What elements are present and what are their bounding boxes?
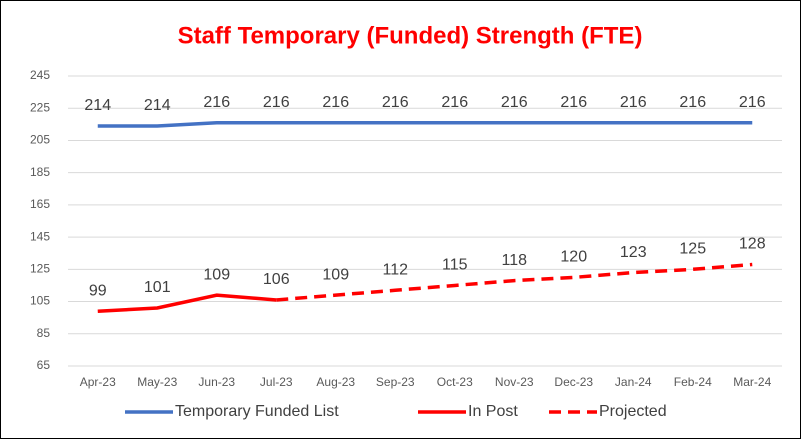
data-label: 101 <box>144 279 171 296</box>
x-tick-label: Feb-24 <box>674 375 712 389</box>
data-label: 216 <box>501 94 528 111</box>
data-label: 216 <box>679 94 706 111</box>
y-tick-label: 165 <box>30 197 50 211</box>
y-tick-label: 85 <box>37 326 51 340</box>
data-label: 216 <box>560 94 587 111</box>
x-tick-label: Jun-23 <box>198 375 235 389</box>
data-label: 109 <box>322 266 349 283</box>
data-label: 112 <box>382 261 408 278</box>
data-label: 120 <box>560 249 587 266</box>
data-label: 216 <box>382 94 409 111</box>
data-label: 214 <box>144 97 171 114</box>
y-tick-label: 105 <box>30 294 50 308</box>
y-tick-label: 205 <box>30 133 50 147</box>
x-tick-label: Nov-23 <box>495 375 534 389</box>
y-tick-label: 245 <box>30 68 50 82</box>
x-tick-label: Mar-24 <box>733 375 771 389</box>
y-tick-label: 145 <box>30 229 50 243</box>
y-tick-label: 65 <box>37 358 51 372</box>
x-tick-label: Aug-23 <box>316 375 355 389</box>
data-label: 216 <box>203 94 230 111</box>
x-tick-label: Oct-23 <box>437 375 473 389</box>
y-tick-label: 185 <box>30 165 50 179</box>
x-tick-label: Jan-24 <box>615 375 652 389</box>
data-label: 118 <box>501 252 527 269</box>
legend-label: Temporary Funded List <box>175 403 339 420</box>
data-label: 216 <box>322 94 349 111</box>
data-label: 216 <box>739 94 766 111</box>
x-tick-label: Sep-23 <box>376 375 415 389</box>
data-label: 99 <box>89 282 107 299</box>
line-series <box>276 262 753 302</box>
x-tick-label: Apr-23 <box>80 375 116 389</box>
data-label: 128 <box>739 236 766 253</box>
line-series <box>97 293 277 313</box>
x-tick-label: Dec-23 <box>554 375 593 389</box>
legend-label: In Post <box>468 403 518 420</box>
y-tick-label: 225 <box>30 100 50 114</box>
y-tick-label: 125 <box>30 262 50 276</box>
data-label: 214 <box>84 97 111 114</box>
data-label: 125 <box>679 241 706 258</box>
x-tick-label: May-23 <box>137 375 177 389</box>
data-label: 216 <box>441 94 468 111</box>
x-tick-label: Jul-23 <box>260 375 293 389</box>
data-label: 106 <box>263 271 290 288</box>
data-label: 123 <box>620 244 647 261</box>
data-label: 216 <box>620 94 647 111</box>
data-label: 216 <box>263 94 290 111</box>
legend-label: Projected <box>599 403 667 420</box>
data-label: 115 <box>442 257 468 274</box>
chart-title: Staff Temporary (Funded) Strength (FTE) <box>178 22 643 49</box>
line-series <box>97 120 753 128</box>
data-label: 109 <box>203 266 230 283</box>
